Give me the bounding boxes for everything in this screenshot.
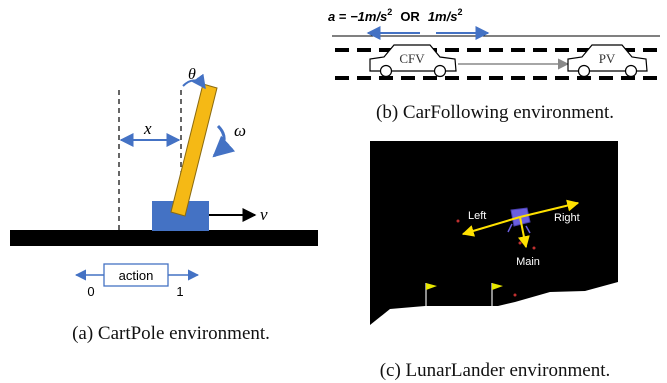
particle bbox=[513, 293, 517, 297]
action-right-value: 1 bbox=[176, 284, 183, 299]
theta-arc-arrow bbox=[182, 73, 206, 90]
right-label: Right bbox=[554, 212, 580, 224]
cartpole-caption: (a) CartPole environment. bbox=[72, 323, 270, 344]
accel-sq1: 2 bbox=[387, 7, 392, 17]
accel-or: OR bbox=[400, 9, 420, 24]
accel-negative: −1m/s bbox=[350, 9, 387, 24]
lunarlander-caption: (c) LunarLander environment. bbox=[380, 360, 611, 381]
v-label: v bbox=[260, 205, 268, 224]
carfollowing-caption: (b) CarFollowing environment. bbox=[376, 102, 614, 123]
right-engine-arrow bbox=[519, 199, 580, 218]
action-left-value: 0 bbox=[87, 284, 94, 299]
omega-label: ω bbox=[234, 121, 246, 140]
main-label: Main bbox=[516, 256, 540, 268]
x-label: x bbox=[143, 119, 152, 138]
acceleration-formula: a = −1m/s2 OR 1m/s2 bbox=[328, 7, 462, 24]
cart-track bbox=[10, 230, 318, 246]
cfv-label: CFV bbox=[399, 51, 425, 66]
main-engine-arrow bbox=[517, 216, 530, 249]
accel-equals: = bbox=[335, 9, 350, 24]
particle bbox=[456, 219, 460, 223]
particle bbox=[532, 246, 536, 250]
right-flag bbox=[491, 283, 503, 306]
pole bbox=[170, 83, 218, 217]
particle bbox=[518, 241, 522, 245]
left-label: Left bbox=[468, 210, 486, 222]
omega-arrow bbox=[212, 124, 236, 158]
theta-label: θ bbox=[188, 66, 196, 83]
cartpole-panel: x θ ω v action 0 1 (a) CartPole environm… bbox=[10, 66, 318, 344]
carfollowing-panel: a = −1m/s2 OR 1m/s2 CFV PV (b) CarFollowin… bbox=[328, 7, 660, 123]
left-flag bbox=[425, 283, 437, 306]
lunarlander-panel: Left Right Main (c) LunarLander environm… bbox=[370, 141, 618, 381]
accel-symbol: a bbox=[328, 9, 335, 24]
pv-label: PV bbox=[599, 51, 616, 66]
cfv-car: CFV bbox=[369, 44, 457, 78]
action-label: action bbox=[119, 268, 154, 283]
pv-car: PV bbox=[567, 44, 648, 78]
left-engine-arrow bbox=[461, 216, 521, 237]
accel-sq2: 2 bbox=[457, 7, 462, 17]
accel-positive: 1m/s bbox=[428, 9, 458, 24]
moon-surface bbox=[370, 282, 618, 343]
